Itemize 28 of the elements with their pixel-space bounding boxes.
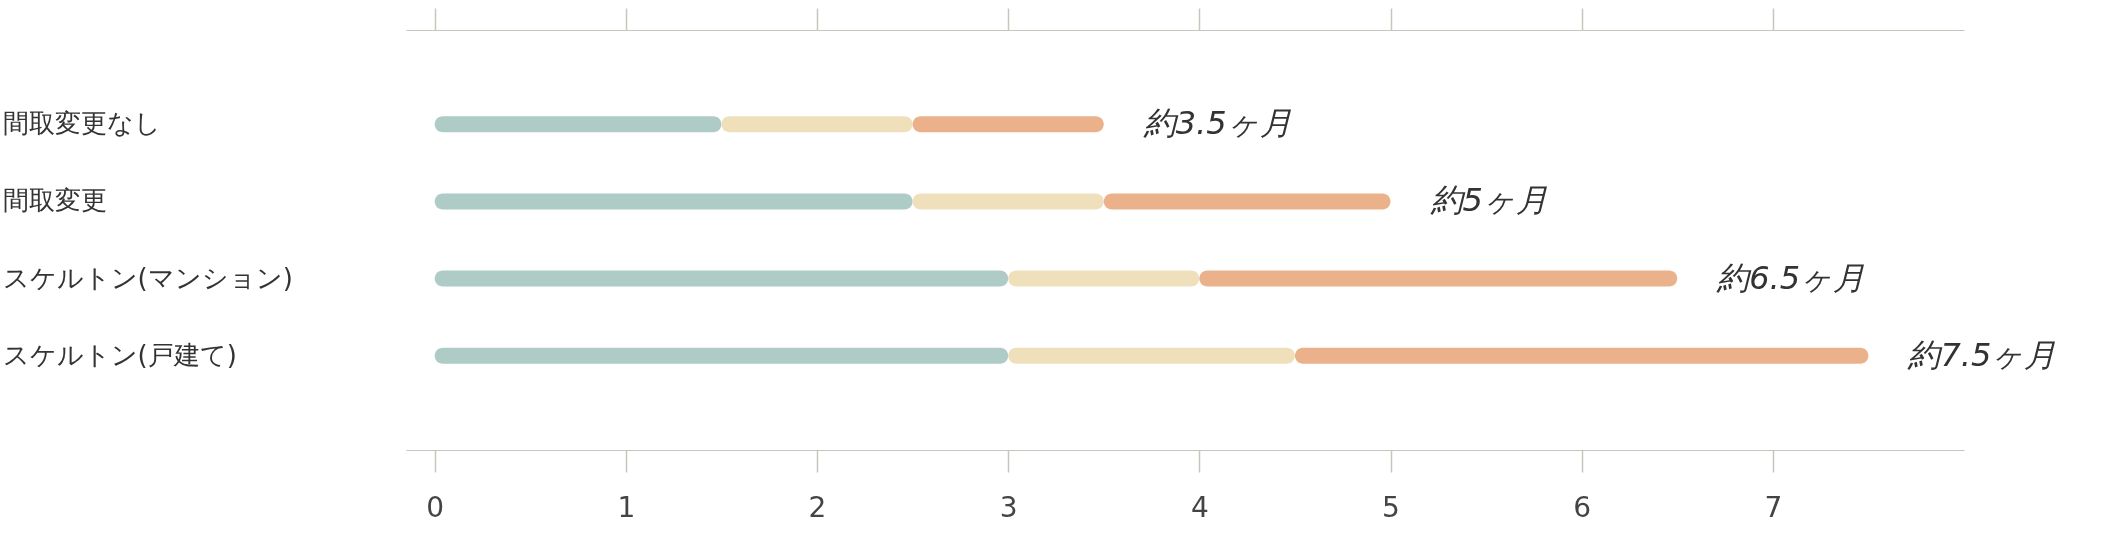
bar bbox=[434, 347, 1009, 364]
bar bbox=[1008, 270, 1200, 287]
x-tick-label: 4 bbox=[1190, 490, 1209, 524]
x-tick-label: 0 bbox=[426, 490, 445, 524]
x-tick-label: 5 bbox=[1382, 490, 1400, 524]
x-tick-label: 1 bbox=[617, 490, 636, 524]
y-tick-label: スケルトン(マンション) bbox=[2, 262, 293, 293]
x-tick-label: 3 bbox=[999, 490, 1018, 524]
x-tick-label: 7 bbox=[1764, 490, 1783, 524]
x-tick-label: 2 bbox=[808, 490, 827, 524]
bar bbox=[434, 116, 722, 133]
y-tick-label: 間取変更 bbox=[2, 185, 107, 216]
total-label: 約7.5ヶ月 bbox=[1907, 335, 2057, 374]
total-label: 約3.5ヶ月 bbox=[1142, 104, 1292, 143]
bar bbox=[912, 116, 1104, 133]
bar bbox=[912, 193, 1104, 210]
bar bbox=[434, 270, 1009, 287]
bar bbox=[1103, 193, 1391, 210]
total-label: 約6.5ヶ月 bbox=[1716, 258, 1866, 297]
y-tick-label: 間取変更なし bbox=[2, 108, 161, 139]
x-tick-label: 6 bbox=[1573, 490, 1592, 524]
bar bbox=[1199, 270, 1678, 287]
bar bbox=[1294, 347, 1869, 364]
bar bbox=[434, 193, 913, 210]
bar bbox=[721, 116, 913, 133]
total-label: 約5ヶ月 bbox=[1429, 181, 1548, 220]
bar bbox=[1008, 347, 1295, 364]
y-tick-label: スケルトン(戸建て) bbox=[2, 339, 237, 370]
